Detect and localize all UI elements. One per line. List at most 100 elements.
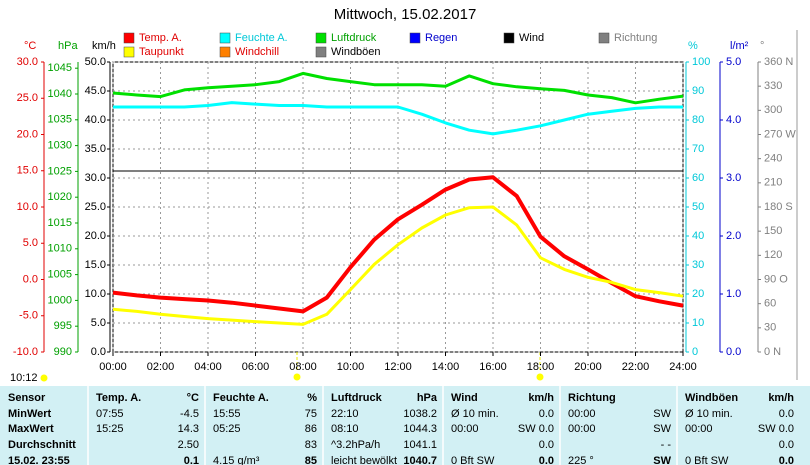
legend-swatch xyxy=(219,46,231,58)
y-tick-label: 1045 xyxy=(48,62,72,74)
table-cell: 08:10 xyxy=(331,423,359,435)
y-tick-label: -10.0 xyxy=(13,346,38,358)
y-tick-label: 15.0 xyxy=(85,259,106,271)
y-tick-label: 35.0 xyxy=(85,143,106,155)
table-cell: -4.5 xyxy=(180,408,199,420)
x-tick-label: 00:00 xyxy=(99,361,127,373)
y-tick-label: 50.0 xyxy=(85,56,106,68)
table-cell: - - xyxy=(661,439,672,451)
y-tick-label: 990 xyxy=(54,346,72,358)
table-cell: km/h xyxy=(528,392,554,404)
y-tick-label: 330 xyxy=(764,80,782,92)
table-cell: 07:55 xyxy=(96,408,124,420)
legend-swatch xyxy=(409,32,421,44)
table-cell: 22:10 xyxy=(331,408,359,420)
y-tick-label: 30 xyxy=(764,322,776,334)
y-tick-label: 1020 xyxy=(48,191,72,203)
axis-unit: °C xyxy=(24,40,36,52)
table-cell: leicht bewölkt xyxy=(331,455,397,465)
table-cell: 00:00 xyxy=(568,408,596,420)
y-tick-label: 120 xyxy=(764,249,782,261)
series-line xyxy=(112,205,684,326)
y-tick-label: -5.0 xyxy=(19,310,38,322)
legend-label: Windböen xyxy=(331,46,381,58)
legend-label: Temp. A. xyxy=(139,32,182,44)
table-cell: 0.0 xyxy=(539,455,554,465)
x-tick-label: 02:00 xyxy=(147,361,175,373)
x-tick-label: 14:00 xyxy=(432,361,460,373)
table-cell: 0.0 xyxy=(539,439,554,451)
legend-swatch xyxy=(219,32,231,44)
y-tick-label: 90 xyxy=(692,85,704,97)
table-cell: 85 xyxy=(305,455,317,465)
table-cell: SW xyxy=(653,423,671,435)
y-tick-label: 1015 xyxy=(48,217,72,229)
table-cell: SW 0.0 xyxy=(758,423,794,435)
legend-label: Feuchte A. xyxy=(235,32,288,44)
table-cell: Wind xyxy=(451,392,478,404)
legend-label: Richtung xyxy=(614,32,657,44)
table-cell: 05:25 xyxy=(213,423,241,435)
x-tick-label: 10:00 xyxy=(337,361,365,373)
table-background xyxy=(0,386,810,465)
y-tick-label: 180 S xyxy=(764,201,793,213)
table-cell: 0.0 xyxy=(779,439,794,451)
x-tick-label: 22:00 xyxy=(622,361,650,373)
y-tick-label: 995 xyxy=(54,320,72,332)
y-tick-label: 40.0 xyxy=(85,114,106,126)
legend-swatch xyxy=(123,32,135,44)
x-tick-label: 04:00 xyxy=(194,361,222,373)
table-cell: SW xyxy=(653,455,671,465)
y-tick-label: 60 xyxy=(764,298,776,310)
y-tick-label: 1.0 xyxy=(726,288,741,300)
y-tick-label: 100 xyxy=(692,56,710,68)
y-tick-label: 10 xyxy=(692,317,704,329)
legend-swatch xyxy=(598,32,610,44)
legend-swatch xyxy=(315,46,327,58)
table-cell: ^3.2hPa/h xyxy=(331,439,380,451)
table-cell: 0.1 xyxy=(184,455,199,465)
legend-swatch xyxy=(503,32,515,44)
y-tick-label: 0 N xyxy=(764,346,781,358)
table-cell: MinWert xyxy=(8,408,52,420)
y-tick-label: 25.0 xyxy=(17,92,38,104)
table-cell: 15:55 xyxy=(213,408,241,420)
y-tick-label: 10.0 xyxy=(85,288,106,300)
x-tick-label: 18:00 xyxy=(527,361,555,373)
legend-swatch xyxy=(123,46,135,58)
table-cell: 225 ° xyxy=(568,455,594,465)
chart-title: Mittwoch, 15.02.2017 xyxy=(334,6,477,23)
table-cell: km/h xyxy=(768,392,794,404)
legend-swatch xyxy=(315,32,327,44)
table-cell: 75 xyxy=(305,408,317,420)
y-tick-label: 360 N xyxy=(764,56,793,68)
legend-label: Windchill xyxy=(235,46,279,58)
y-tick-label: 0.0 xyxy=(23,273,38,285)
table-cell: 4.15 g/m³ xyxy=(213,455,260,465)
series-line xyxy=(112,175,684,314)
x-tick-label: 24:00 xyxy=(669,361,697,373)
table-cell: Durchschnitt xyxy=(8,439,76,451)
table-cell: 14.3 xyxy=(178,423,199,435)
y-tick-label: 270 W xyxy=(764,128,796,140)
time-label: 10:12 xyxy=(10,372,38,384)
y-tick-label: 1040 xyxy=(48,88,72,100)
sunrise-dot xyxy=(293,373,301,381)
table-cell: 0.0 xyxy=(779,455,794,465)
table-cell: 2.50 xyxy=(178,439,199,451)
y-tick-label: 20.0 xyxy=(85,230,106,242)
table-cell: 0 Bft SW xyxy=(451,455,495,465)
y-tick-label: 25.0 xyxy=(85,201,106,213)
time-dot xyxy=(40,374,48,382)
y-tick-label: 20 xyxy=(692,288,704,300)
y-tick-label: 60 xyxy=(692,172,704,184)
table-cell: 00:00 xyxy=(685,423,713,435)
table-cell: SW 0.0 xyxy=(518,423,554,435)
y-tick-label: 5.0 xyxy=(91,317,106,329)
x-tick-label: 16:00 xyxy=(479,361,507,373)
y-tick-label: 0.0 xyxy=(726,346,741,358)
table-cell: 0.0 xyxy=(539,408,554,420)
y-tick-label: 5.0 xyxy=(23,237,38,249)
y-tick-label: 80 xyxy=(692,114,704,126)
